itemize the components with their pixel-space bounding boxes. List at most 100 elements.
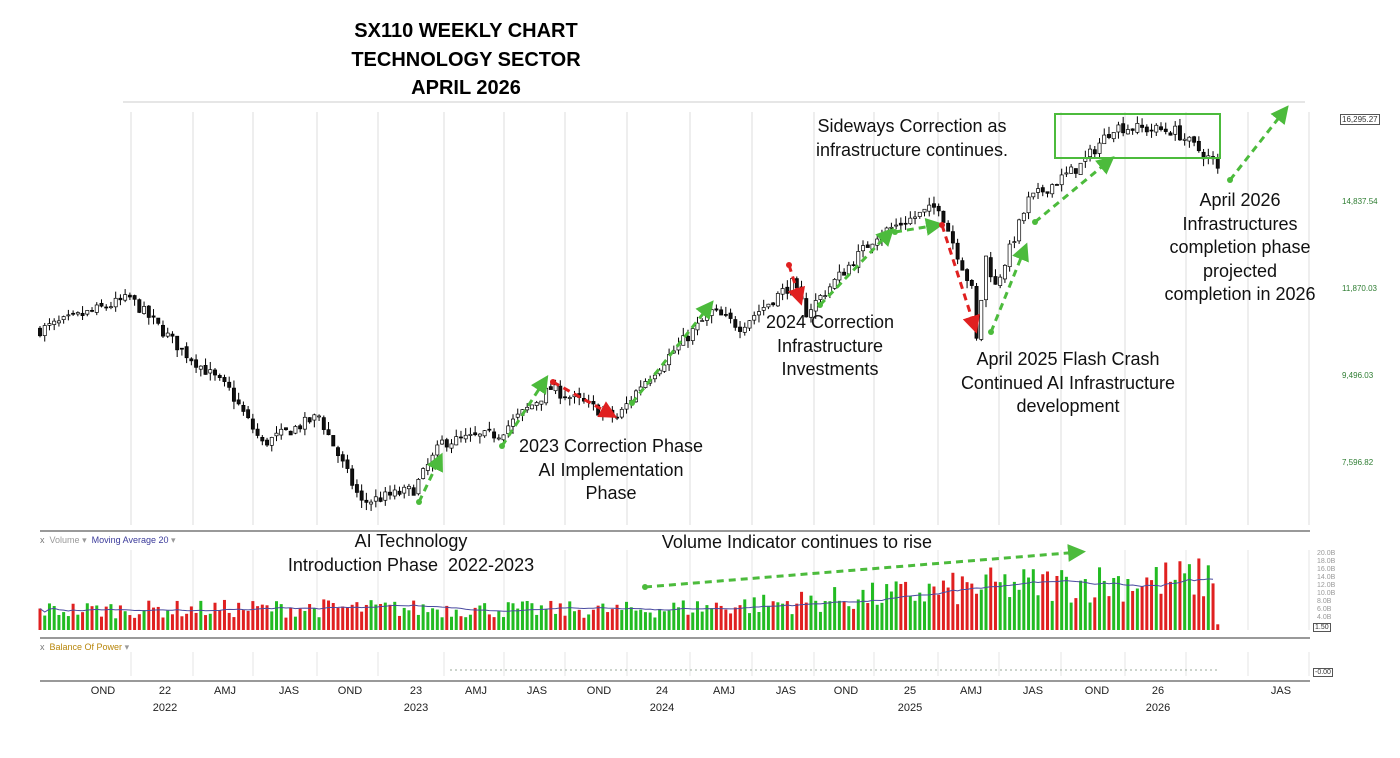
candle-up [52,320,57,325]
volume-bar [572,611,576,630]
candle-up [511,418,515,427]
candle-down [974,286,979,339]
candle-up [861,245,865,252]
candle-up [1036,188,1040,193]
candle-up [619,408,624,418]
volume-bar [464,617,468,630]
x-tick-label: OND [90,685,116,697]
volume-bar [629,607,633,630]
volume-bar [38,608,42,630]
bop-close-button[interactable]: x [40,642,45,652]
volume-bar [530,603,534,630]
volume-bar [989,567,993,630]
candle-down [591,401,596,405]
moving-average-dropdown[interactable]: ▾ [171,535,176,545]
volume-bar [71,603,75,630]
volume-tick-label: 20.0B [1317,550,1336,557]
candle-down [213,369,217,376]
volume-bar [204,615,208,630]
candle-down [345,459,350,469]
volume-bar [440,617,444,630]
volume-bar [946,587,950,630]
candle-down [288,430,293,436]
candle-up [813,300,818,312]
candle-up [567,397,572,399]
candle-up [1111,132,1116,140]
x-tick-label: 23 [409,685,423,697]
candle-up [496,437,501,440]
volume-bar [582,617,586,630]
arrow-start-dot [817,302,823,308]
x-tick-label: AMJ [960,685,982,697]
volume-bar [95,605,99,630]
candle-up [889,226,894,229]
candle-down [865,244,870,248]
volume-bar [634,610,638,630]
x-tick-label: 24 [655,685,669,697]
volume-bar [1060,570,1064,630]
volume-bar [412,600,416,630]
candle-down [132,295,137,300]
volume-bar [591,609,595,630]
volume-bar [833,587,837,630]
volume-close-button[interactable]: x [40,535,45,545]
volume-bar [937,594,941,630]
volume-bar [544,609,548,630]
volume-bar [1045,571,1049,630]
candle-down [104,306,109,309]
volume-bar [251,601,255,630]
candle-down [241,404,246,412]
candle-down [1163,128,1168,132]
candle-down [932,203,936,208]
candle-down [227,381,232,388]
candle-up [312,414,317,421]
candle-up [662,364,667,372]
volume-bar [800,591,804,630]
volume-bar [956,604,960,630]
x-tick-label: JAS [526,685,548,697]
volume-bar [1116,576,1120,630]
volume-bar [246,610,250,630]
candle-up [856,251,861,268]
candle-up [1021,212,1026,222]
arrow-start-dot [892,229,898,235]
candle-down [231,387,236,402]
candle-down [898,222,903,226]
candle-down [80,312,85,316]
volume-bar [284,617,288,630]
annotation-2024-correction: 2024 Correction Infrastructure Investmen… [765,312,895,379]
candle-down [1215,158,1220,169]
green-trend-arrow [500,374,549,447]
candle-up [1069,166,1074,174]
volume-bar [483,603,487,630]
candle-up [269,437,274,446]
green-trend-arrow [1228,105,1289,181]
bop-dropdown[interactable]: ▾ [124,642,130,652]
candle-up [1059,174,1064,186]
candle-down [118,297,123,301]
volume-bar [416,614,420,630]
candle-up [775,293,780,307]
volume-bar [814,600,818,630]
volume-bar [951,572,955,630]
volume-bar [525,600,529,630]
candle-up [85,310,90,315]
candle-down [771,302,776,306]
volume-bar [511,603,515,630]
candle-up [652,374,657,380]
candle-up [1007,243,1012,268]
volume-bar [123,611,127,630]
candle-up [383,491,388,501]
candle-up [534,402,539,406]
arrow-start-dot [550,379,556,385]
volume-bar [998,582,1002,630]
candle-up [984,255,988,301]
volume-bar [516,608,520,630]
volume-dropdown[interactable]: ▾ [82,535,87,545]
volume-bar [766,605,770,630]
candle-down [473,432,478,436]
candle-down [723,314,728,316]
volume-bar [1164,562,1168,630]
volume-bar [90,606,94,630]
